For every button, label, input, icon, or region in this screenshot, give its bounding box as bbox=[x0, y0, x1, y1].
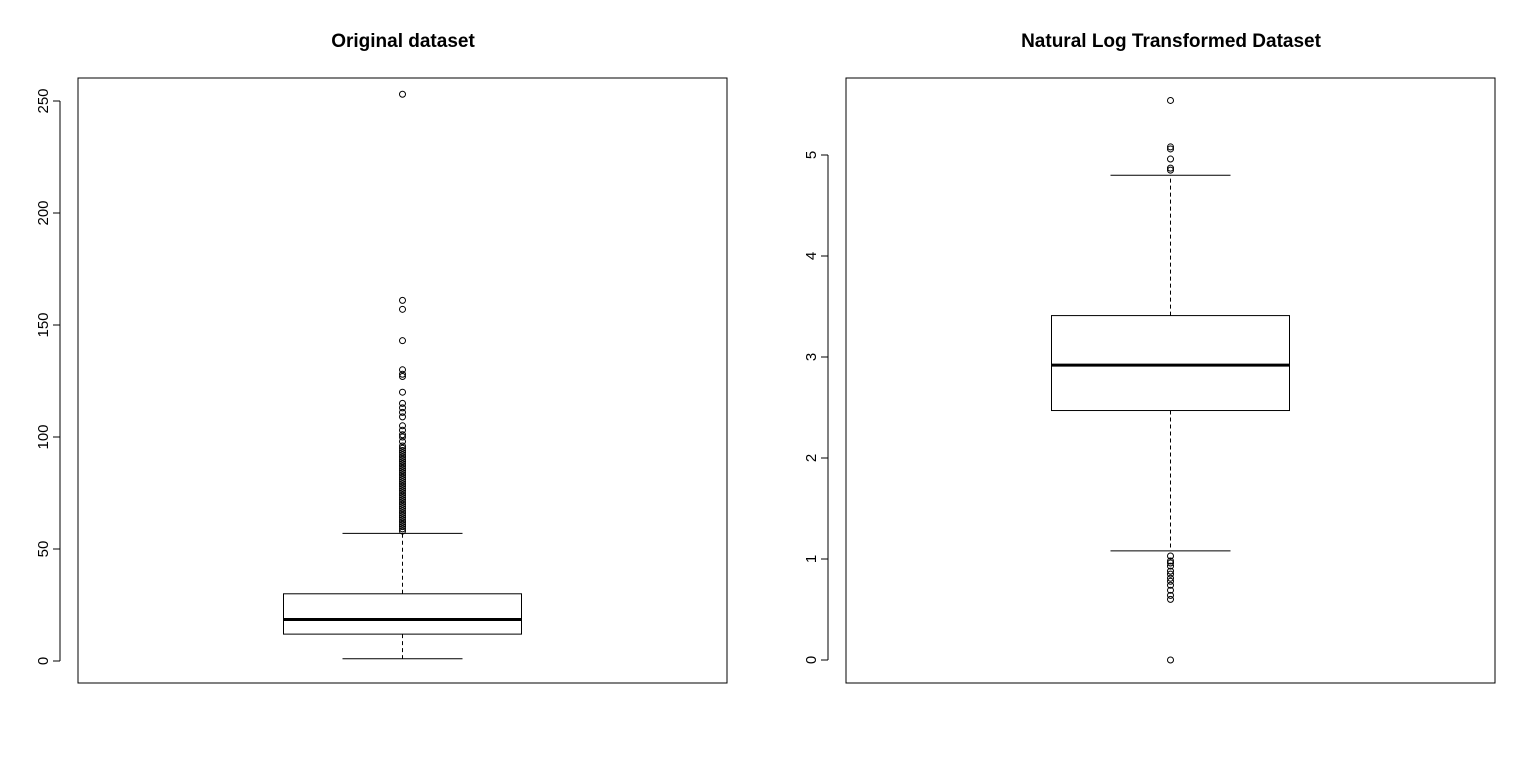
outlier-point bbox=[399, 453, 406, 461]
outlier-point bbox=[399, 426, 406, 434]
outlier-point bbox=[399, 514, 406, 522]
outlier-point bbox=[1167, 552, 1174, 560]
y-tick-label: 100 bbox=[35, 424, 52, 449]
outlier-point bbox=[399, 496, 406, 504]
outlier-point bbox=[399, 444, 406, 452]
outlier-point bbox=[399, 458, 406, 466]
outlier-point bbox=[399, 480, 406, 488]
outlier-point bbox=[1167, 96, 1174, 104]
plot-frame bbox=[845, 77, 1496, 684]
outlier-point bbox=[399, 408, 406, 416]
outlier-point bbox=[1167, 143, 1174, 151]
outlier-point bbox=[1167, 586, 1174, 594]
outlier-point bbox=[399, 399, 406, 407]
outlier-point bbox=[399, 442, 406, 450]
outlier-point bbox=[399, 507, 406, 515]
y-tick-label: 5 bbox=[803, 151, 820, 159]
y-tick-label: 150 bbox=[35, 312, 52, 337]
boxplot-panel-2: Natural Log Transformed Dataset 0 1 2 3 4 5 bbox=[803, 31, 1496, 684]
outlier-point bbox=[399, 473, 406, 481]
outlier-point bbox=[399, 413, 406, 421]
outlier-point bbox=[399, 476, 406, 484]
outlier-point bbox=[399, 388, 406, 396]
outlier-point bbox=[399, 337, 406, 345]
outlier-point bbox=[399, 431, 406, 439]
outlier-point bbox=[399, 518, 406, 526]
outlier-point bbox=[399, 305, 406, 313]
boxplot-panel-1: Original dataset 0 50 100 150 200 250 bbox=[35, 31, 728, 684]
outlier-point bbox=[399, 511, 406, 519]
outlier-point bbox=[1167, 164, 1174, 172]
outlier-point bbox=[1167, 567, 1174, 575]
outlier-point bbox=[399, 460, 406, 468]
outlier-point bbox=[1167, 155, 1174, 163]
iqr-box bbox=[283, 593, 522, 635]
outlier-point bbox=[399, 527, 406, 535]
outlier-point bbox=[399, 462, 406, 470]
y-tick-label: 3 bbox=[803, 353, 820, 361]
outlier-point bbox=[399, 449, 406, 457]
outlier-point bbox=[399, 525, 406, 533]
outlier-point bbox=[399, 455, 406, 463]
y-tick-label: 0 bbox=[803, 656, 820, 664]
outlier-point bbox=[1167, 577, 1174, 585]
outlier-point bbox=[399, 296, 406, 304]
chart-title: Original dataset bbox=[331, 31, 475, 52]
outlier-point bbox=[1167, 581, 1174, 589]
outlier-point bbox=[399, 90, 406, 98]
outlier-point bbox=[399, 469, 406, 477]
outlier-point bbox=[399, 482, 406, 490]
outlier-point bbox=[399, 404, 406, 412]
outlier-point bbox=[1167, 574, 1174, 582]
outlier-point bbox=[399, 493, 406, 501]
plot-frame bbox=[77, 77, 728, 684]
y-tick-label: 2 bbox=[803, 454, 820, 462]
outlier-point bbox=[399, 520, 406, 528]
outlier-point bbox=[399, 446, 406, 454]
outlier-point bbox=[399, 422, 406, 430]
outlier-point bbox=[399, 471, 406, 479]
outlier-point bbox=[399, 502, 406, 510]
y-tick-label: 50 bbox=[35, 541, 52, 558]
outlier-point bbox=[399, 478, 406, 486]
outlier-point bbox=[1167, 557, 1174, 565]
chart-title: Natural Log Transformed Dataset bbox=[1021, 31, 1322, 52]
outlier-point bbox=[399, 516, 406, 524]
outlier-point bbox=[1167, 570, 1174, 578]
outlier-point bbox=[399, 437, 406, 445]
outlier-point bbox=[1167, 656, 1174, 664]
outlier-point bbox=[399, 491, 406, 499]
outlier-point bbox=[399, 370, 406, 378]
outlier-point bbox=[399, 505, 406, 513]
outlier-point bbox=[1167, 559, 1174, 567]
outlier-point bbox=[1167, 166, 1174, 174]
outlier-point bbox=[399, 373, 406, 381]
outlier-point bbox=[399, 451, 406, 459]
outlier-point bbox=[1167, 591, 1174, 599]
outlier-point bbox=[399, 487, 406, 495]
iqr-box bbox=[1051, 315, 1290, 412]
outlier-point bbox=[399, 467, 406, 475]
outlier-point bbox=[399, 523, 406, 531]
outlier-point bbox=[399, 433, 406, 441]
outlier-point bbox=[399, 500, 406, 508]
outlier-point bbox=[399, 498, 406, 506]
y-tick-label: 1 bbox=[803, 555, 820, 563]
y-tick-label: 250 bbox=[35, 88, 52, 113]
y-tick-label: 0 bbox=[35, 657, 52, 665]
outlier-point bbox=[399, 509, 406, 517]
outlier-point bbox=[399, 366, 406, 374]
outlier-point bbox=[1167, 145, 1174, 153]
outlier-point bbox=[1167, 595, 1174, 603]
outlier-point bbox=[399, 489, 406, 497]
y-tick-label: 4 bbox=[803, 252, 820, 260]
outlier-point bbox=[399, 485, 406, 493]
outlier-point bbox=[399, 464, 406, 472]
y-tick-label: 200 bbox=[35, 200, 52, 225]
outlier-point bbox=[1167, 562, 1174, 570]
